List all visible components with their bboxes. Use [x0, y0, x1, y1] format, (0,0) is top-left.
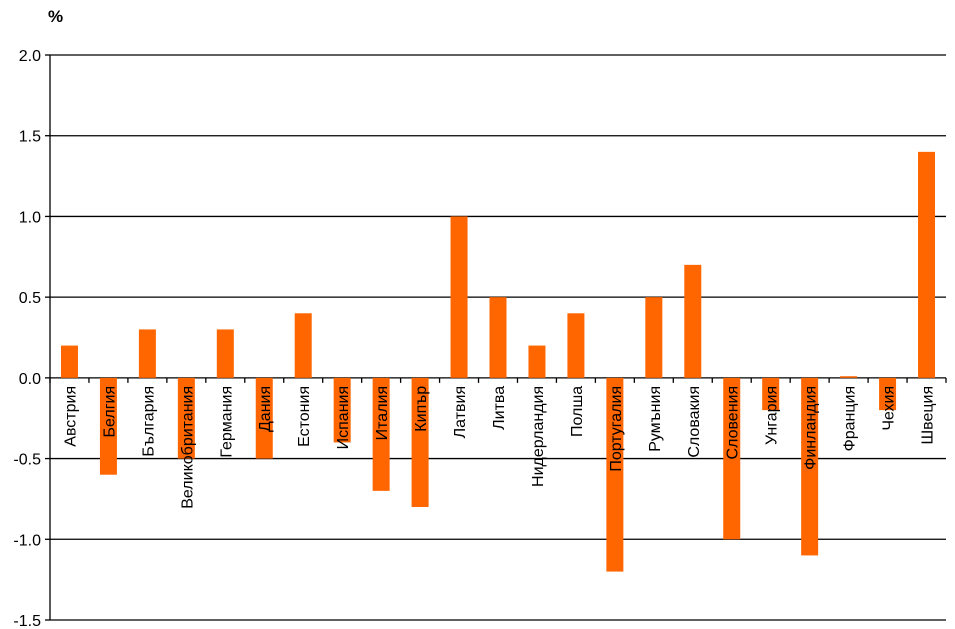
bar: [138, 329, 156, 378]
category-label: Румъния: [647, 386, 664, 452]
category-label: Полша: [569, 386, 586, 437]
category-label: Швеция: [920, 386, 937, 445]
bar: [801, 377, 819, 556]
unit-label: %: [48, 7, 63, 26]
y-tick-label: -0.5: [13, 452, 41, 469]
category-label: Литва: [491, 386, 508, 430]
category-label: Унгария: [764, 386, 781, 445]
category-label: Дания: [257, 386, 274, 432]
category-label: Кипър: [413, 386, 430, 432]
category-label: България: [140, 386, 157, 457]
bar: [918, 151, 936, 378]
bar: [294, 313, 312, 378]
category-label: Испания: [335, 386, 352, 450]
category-labels: Австрия Белгия България Великобритания Герма…: [62, 386, 936, 509]
bar: [723, 377, 741, 540]
y-tick-label: 2.0: [19, 48, 41, 65]
bar: [60, 345, 78, 378]
bar: [450, 216, 468, 378]
bar: [372, 377, 390, 491]
bar: [879, 377, 897, 411]
category-label: Белгия: [101, 386, 118, 438]
category-label: Великобритания: [179, 386, 196, 509]
y-tick-label: 0.5: [19, 290, 41, 307]
category-label: Германия: [218, 386, 235, 458]
bars: [60, 151, 936, 572]
bar: [606, 377, 624, 572]
bar: [762, 377, 780, 411]
y-tick-labels: 2.0 1.5 1.0 0.5 0.0 -0.5 -1.0 -1.5: [13, 48, 41, 629]
y-tick-label: -1.5: [13, 613, 41, 629]
axes: [45, 54, 947, 621]
category-label: Финландия: [803, 386, 820, 470]
bar: [216, 329, 234, 378]
bar: [645, 297, 663, 378]
category-label: Австрия: [62, 386, 79, 447]
category-label: Словения: [725, 386, 742, 460]
category-label: Нидерландия: [530, 386, 547, 487]
y-tick-label: 1.0: [19, 209, 41, 226]
y-tick-label: -1.0: [13, 532, 41, 549]
bar: [684, 264, 702, 378]
y-tick-label: 0.0: [19, 371, 41, 388]
bar: [567, 313, 585, 378]
bar: [840, 376, 858, 378]
y-tick-label: 1.5: [19, 129, 41, 146]
category-label: Португалия: [608, 386, 625, 472]
category-label: Словакия: [686, 386, 703, 458]
category-label: Латвия: [452, 386, 469, 438]
bar: [333, 377, 351, 443]
bar: [99, 377, 117, 475]
category-label: Франция: [842, 386, 859, 452]
bar: [177, 377, 195, 459]
category-label: Естония: [296, 386, 313, 447]
category-label: Чехия: [881, 386, 898, 431]
category-label: Италия: [374, 386, 391, 440]
bar: [255, 377, 273, 459]
bar: [489, 297, 507, 378]
bar: [411, 377, 429, 507]
bar: [528, 345, 546, 378]
